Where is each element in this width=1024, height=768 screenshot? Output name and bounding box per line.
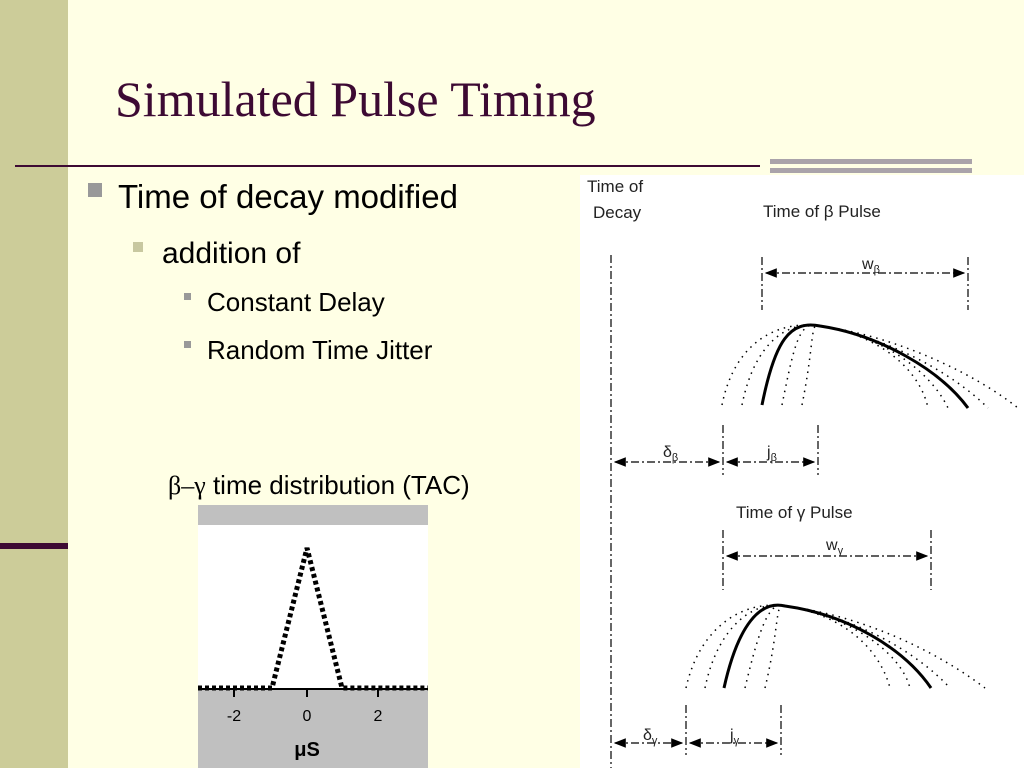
x-tick-label: 0	[303, 708, 312, 725]
label-main: w	[861, 256, 874, 273]
side-strip	[0, 0, 68, 768]
label-main: w	[825, 537, 838, 554]
slide-title: Simulated Pulse Timing	[115, 71, 596, 127]
tac-curve	[198, 547, 428, 691]
bullet-marker	[184, 293, 191, 300]
plot-band	[198, 505, 428, 525]
bullet-list: Time of decay modified addition of Constan…	[88, 178, 458, 365]
caption: β–γ time distribution (TAC)	[168, 470, 470, 500]
timing-diagram: Time of Decay Time of β Pulse Time of γ …	[580, 175, 1024, 768]
x-axis-label: μS	[294, 739, 320, 761]
beta-pulse-label: Time of β Pulse	[763, 202, 881, 221]
beta-pulse	[760, 323, 970, 409]
label-sub: γ	[734, 735, 740, 747]
label-sub: β	[874, 264, 880, 276]
dimension-label: δγ	[643, 727, 658, 747]
dimension-label: δβ	[663, 444, 678, 464]
x-tick-label: -2	[227, 708, 241, 725]
side-bar	[0, 543, 68, 549]
gamma-pulse	[722, 603, 933, 689]
label-main: j	[766, 444, 771, 461]
dimension-label: wγ	[825, 537, 844, 557]
label-sub: γ	[652, 735, 658, 747]
label-sub: β	[672, 452, 678, 464]
bullet-text: Time of decay modified	[118, 178, 458, 215]
bullet-text: addition of	[162, 237, 301, 270]
caption-greek: β–γ	[168, 471, 206, 500]
gamma-pulse-label: Time of γ Pulse	[736, 503, 853, 522]
bullet-marker	[133, 242, 143, 252]
decay-label: Time of	[587, 177, 643, 196]
pulse-dotted	[781, 324, 989, 409]
x-tick-label: 2	[374, 708, 383, 725]
dimension-label: jγ	[729, 727, 740, 747]
pulse-dotted	[704, 604, 911, 689]
label-sub: γ	[838, 545, 844, 557]
pulse-dotted	[685, 604, 891, 689]
plot-axis-area	[198, 690, 428, 768]
label-main: δ	[663, 444, 672, 461]
bullet-text: Constant Delay	[207, 287, 385, 317]
label-main: δ	[643, 727, 652, 744]
tac-plot: -2 0 2 μS	[198, 505, 428, 768]
pulse-dotted	[721, 324, 929, 409]
label-sub: β	[771, 452, 777, 464]
dimension-label: jβ	[766, 444, 777, 464]
bullet-text: Random Time Jitter	[207, 335, 433, 365]
caption-text: time distribution (TAC)	[213, 470, 470, 500]
label-main: j	[729, 727, 734, 744]
decay-label: Decay	[593, 203, 642, 222]
bullet-marker	[184, 341, 191, 348]
dimension-label: wβ	[861, 256, 880, 276]
deco-bar	[770, 168, 972, 173]
deco-bar	[770, 159, 972, 164]
bullet-marker	[88, 183, 102, 197]
diagram-bg	[580, 175, 1024, 768]
